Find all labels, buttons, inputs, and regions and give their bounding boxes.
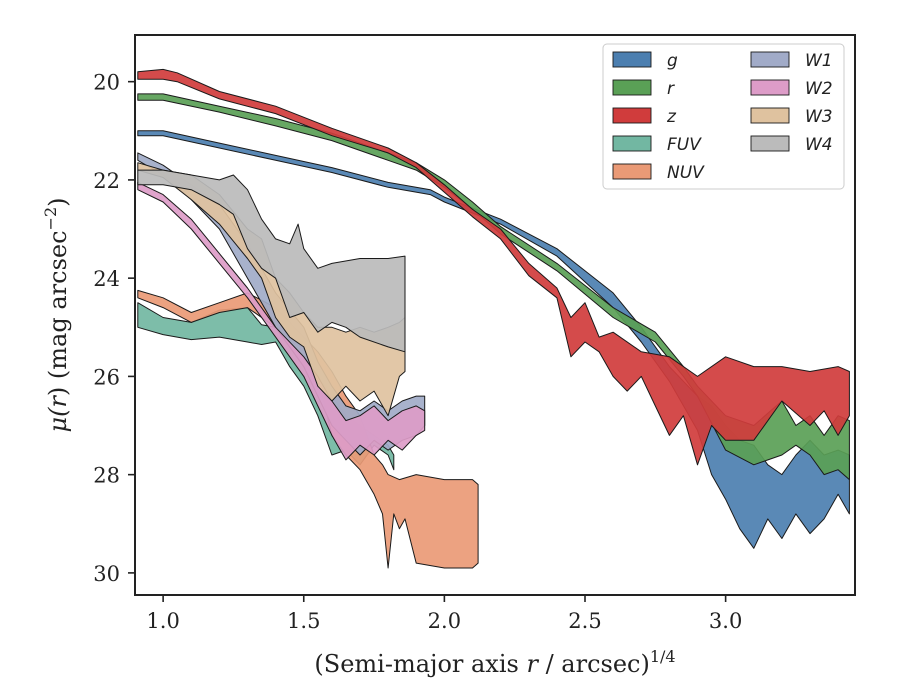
x-tick-label: 1.0 <box>146 609 179 633</box>
x-axis-ticks: 1.0 1.5 2.0 2.5 3.0 <box>146 595 742 633</box>
band-w4 <box>137 169 406 353</box>
legend-label-w4: W4 <box>805 135 833 155</box>
x-tick-label: 2.0 <box>428 609 461 633</box>
legend-label-g: g <box>667 51 678 71</box>
legend-swatch-r <box>612 79 652 96</box>
legend-label-w1: W1 <box>805 51 833 71</box>
band-g <box>137 130 850 549</box>
legend-entries: grz FUV NUV W1 W2 W3 W4 <box>612 51 833 183</box>
legend-label-w3: W3 <box>805 107 833 127</box>
x-tick-label: 3.0 <box>709 609 742 633</box>
y-axis-label: μ(r) (mag arcsec−2) <box>41 197 72 432</box>
legend-label-fuv: FUV <box>667 135 702 155</box>
legend-swatch-g <box>612 51 652 68</box>
legend-swatch-w1 <box>750 51 790 68</box>
legend: grz FUV NUV W1 W2 W3 W4 <box>602 43 845 190</box>
x-tick-label: 1.5 <box>287 609 320 633</box>
legend-label-r: r <box>667 79 675 99</box>
legend-swatch-z <box>612 107 652 124</box>
y-tick-label: 22 <box>93 169 120 193</box>
y-tick-label: 20 <box>93 71 120 95</box>
legend-swatch-nuv <box>612 163 652 180</box>
legend-swatch-fuv <box>612 135 652 152</box>
band-z <box>137 68 850 466</box>
y-tick-label: 30 <box>93 562 120 586</box>
x-axis-label: (Semi-major axis r / arcsec)1/4 <box>314 647 675 678</box>
band-w2 <box>137 181 426 461</box>
y-tick-label: 24 <box>93 267 120 291</box>
profile-bands <box>137 68 850 569</box>
y-tick-label: 28 <box>93 464 120 488</box>
x-tick-label: 2.5 <box>568 609 601 633</box>
legend-label-z: z <box>666 107 677 127</box>
legend-label-w2: W2 <box>805 79 833 99</box>
y-axis-ticks: 20 22 24 26 28 30 <box>93 71 135 586</box>
legend-swatch-w3 <box>750 107 790 124</box>
y-tick-label: 26 <box>93 365 120 389</box>
legend-swatch-w2 <box>750 79 790 96</box>
plot-frame <box>134 34 856 596</box>
legend-label-nuv: NUV <box>667 163 705 183</box>
legend-swatch-w4 <box>750 135 790 152</box>
